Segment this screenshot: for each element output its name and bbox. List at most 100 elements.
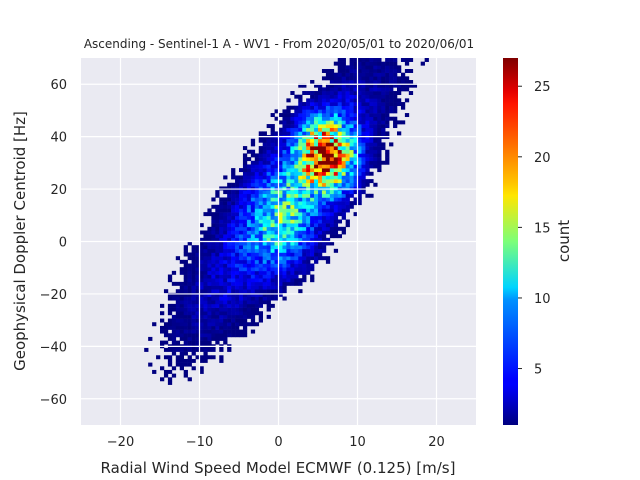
heatmap-cell: [235, 318, 240, 323]
heatmap-cell: [298, 248, 303, 253]
heatmap-cell: [349, 83, 354, 88]
heatmap-cell: [227, 285, 232, 290]
heatmap-cell: [385, 87, 390, 92]
heatmap-cell: [227, 289, 232, 294]
heatmap-cell: [227, 208, 232, 213]
heatmap-cell: [294, 109, 299, 114]
heatmap-cell: [282, 230, 287, 235]
heatmap-cell: [207, 329, 212, 334]
heatmap-cell: [278, 120, 283, 125]
heatmap-cell: [207, 292, 212, 297]
heatmap-cell: [274, 197, 279, 202]
heatmap-cell: [337, 190, 342, 195]
heatmap-cell: [365, 138, 370, 143]
heatmap-cell: [310, 182, 315, 187]
heatmap-cell: [199, 230, 204, 235]
heatmap-cell: [349, 131, 354, 136]
heatmap-cell: [314, 120, 319, 125]
heatmap-cell: [294, 120, 299, 125]
heatmap-cell: [333, 201, 339, 206]
heatmap-cell: [246, 263, 252, 268]
heatmap-cell: [341, 146, 346, 151]
heatmap-cell: [231, 259, 236, 264]
heatmap-cell: [215, 208, 220, 213]
heatmap-cell: [167, 322, 173, 327]
heatmap-cell: [381, 87, 386, 92]
heatmap-cell: [286, 197, 291, 202]
heatmap-cell: [274, 285, 279, 290]
heatmap-cell: [306, 168, 311, 173]
heatmap-cell: [187, 314, 192, 319]
heatmap-cell: [341, 168, 346, 173]
heatmap-cell: [290, 138, 295, 143]
heatmap-cell: [310, 208, 315, 213]
heatmap-cell: [246, 245, 252, 250]
heatmap-cell: [310, 120, 315, 125]
heatmap-cell: [306, 204, 311, 209]
heatmap-cell: [404, 83, 410, 88]
heatmap-cell: [329, 171, 335, 176]
heatmap-cell: [302, 193, 307, 198]
heatmap-cell: [325, 230, 331, 235]
heatmap-cell: [286, 208, 291, 213]
heatmap-cell: [329, 87, 335, 92]
heatmap-cell: [163, 355, 169, 360]
heatmap-cell: [329, 179, 335, 184]
heatmap-cell: [195, 256, 200, 261]
heatmap-cell: [167, 278, 173, 283]
heatmap-cell: [282, 245, 287, 250]
heatmap-cell: [242, 289, 248, 294]
heatmap-cell: [377, 120, 382, 125]
heatmap-cell: [385, 69, 390, 73]
heatmap-cell: [175, 289, 181, 294]
heatmap-cell: [282, 116, 287, 121]
heatmap-cell: [223, 186, 228, 191]
heatmap-cell: [203, 303, 208, 308]
heatmap-cell: [361, 179, 366, 184]
heatmap-cell: [337, 142, 342, 147]
heatmap-cell: [373, 91, 378, 95]
heatmap-cell: [266, 281, 271, 286]
heatmap-cell: [239, 168, 244, 173]
heatmap-cell: [333, 153, 339, 158]
heatmap-cell: [310, 186, 315, 191]
heatmap-cell: [223, 256, 228, 261]
heatmap-cell: [325, 124, 331, 129]
heatmap-cell: [223, 252, 228, 257]
heatmap-cell: [337, 105, 342, 110]
heatmap-cell: [337, 61, 342, 66]
heatmap-cell: [274, 116, 279, 121]
heatmap-cell: [286, 113, 291, 118]
heatmap-cell: [357, 105, 362, 110]
heatmap-cell: [353, 109, 358, 114]
heatmap-cell: [242, 182, 248, 187]
heatmap-cell: [250, 237, 256, 242]
heatmap-cell: [306, 149, 311, 154]
heatmap-cell: [246, 175, 252, 180]
heatmap-cell: [314, 127, 319, 132]
heatmap-cell: [215, 259, 220, 264]
heatmap-cell: [254, 171, 260, 176]
heatmap-cell: [337, 98, 342, 103]
heatmap-cell: [353, 58, 358, 62]
heatmap-cell: [373, 157, 378, 162]
heatmap-cell: [239, 230, 244, 235]
heatmap-cell: [191, 336, 196, 341]
heatmap-cell: [199, 263, 204, 268]
heatmap-cell: [306, 102, 311, 107]
heatmap-cell: [250, 281, 256, 286]
heatmap-cell: [393, 58, 398, 62]
heatmap-cell: [278, 230, 283, 235]
heatmap-cell: [333, 120, 339, 125]
heatmap-cell: [183, 307, 188, 312]
heatmap-cell: [306, 157, 311, 162]
heatmap-cell: [341, 215, 346, 220]
heatmap-cell: [270, 193, 275, 198]
heatmap-cell: [298, 186, 303, 191]
heatmap-cell: [314, 215, 319, 220]
heatmap-cell: [262, 131, 267, 136]
heatmap-cell: [246, 278, 252, 283]
heatmap-cell: [321, 248, 327, 253]
heatmap-cell: [219, 204, 224, 209]
heatmap-cell: [207, 333, 212, 338]
